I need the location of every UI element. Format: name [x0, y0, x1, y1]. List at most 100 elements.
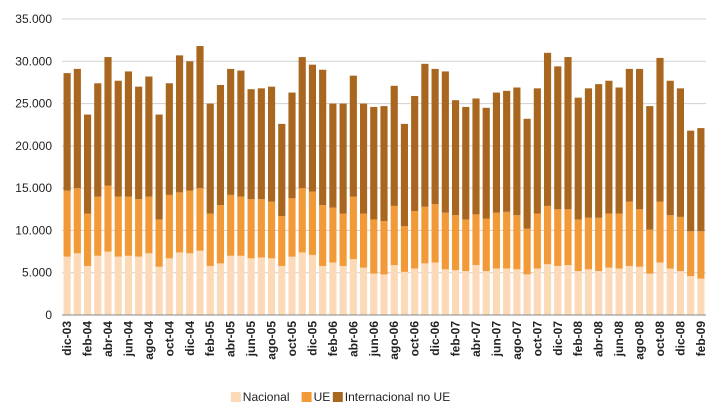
bar-segment [175, 55, 184, 193]
bar-segment [554, 209, 562, 266]
bar-segment [63, 256, 71, 315]
bar-segment [124, 71, 133, 197]
x-tick-label: feb-08 [571, 321, 585, 357]
bar-segment [584, 217, 593, 270]
bar-segment [247, 89, 255, 200]
bar-segment [451, 270, 460, 315]
bar-segment [155, 219, 163, 267]
bar-segment [666, 268, 674, 315]
bar-segment [114, 256, 122, 315]
bar-segment [523, 118, 531, 229]
legend-label: UE [314, 390, 331, 404]
y-tick-label: 10.000 [15, 223, 52, 237]
bar-segment [656, 262, 664, 315]
bar-segment [308, 191, 317, 255]
bar-segment [104, 251, 112, 315]
bar-segment [83, 213, 92, 266]
legend-swatch [230, 392, 241, 402]
bar-segment [257, 257, 265, 315]
bar-segment [380, 221, 388, 275]
bar-segment [278, 123, 286, 217]
x-tick-label: feb-05 [203, 321, 217, 357]
bar-segment [175, 192, 184, 253]
bar-segment [625, 265, 633, 315]
bar-segment [584, 88, 593, 218]
bar-segment [227, 68, 235, 195]
bar-segment [339, 265, 347, 315]
bar-segment [175, 252, 184, 315]
bar-segment [625, 68, 633, 202]
x-tick-label: abr-06 [346, 321, 360, 357]
bar-segment [676, 216, 685, 272]
x-tick-label: abr-08 [592, 321, 606, 357]
bar-segment [73, 253, 81, 315]
bar-segment [421, 63, 429, 207]
bar-segment [73, 188, 81, 254]
x-tick-label: dic-04 [183, 321, 197, 356]
x-tick-label: jun-06 [367, 321, 381, 358]
x-tick-label: oct-05 [285, 321, 299, 357]
bar-segment [646, 229, 654, 274]
bar-segment [462, 106, 470, 220]
bar-segment [411, 268, 419, 315]
x-tick-label: ago-06 [387, 321, 401, 360]
bar-segment [380, 106, 388, 222]
bar-segment [206, 265, 214, 315]
bar-segment [564, 57, 572, 210]
bar-segment [104, 57, 112, 186]
bar-segment [615, 213, 623, 269]
y-tick-label: 15.000 [15, 181, 52, 195]
bar-segment [595, 271, 603, 315]
bar-segment [267, 258, 276, 315]
x-tick-label: jun-07 [489, 321, 503, 358]
x-tick-label: ago-07 [510, 321, 524, 360]
bar-segment [492, 212, 501, 269]
bar-segment [451, 100, 460, 216]
bar-segment [441, 269, 449, 315]
y-tick-label: 0 [45, 308, 52, 322]
bar-segment [227, 255, 235, 315]
bar-segment [482, 218, 490, 272]
bar-segment [451, 215, 460, 271]
bar-segment [472, 265, 480, 315]
bar-segment [513, 215, 521, 270]
bar-segment [206, 213, 214, 266]
bar-segment [625, 201, 633, 266]
bar-segment [267, 86, 276, 202]
bar-segment [319, 205, 327, 266]
y-tick-label: 5.000 [22, 266, 52, 280]
bar-segment [349, 259, 357, 315]
x-tick-label: oct-08 [653, 321, 667, 357]
bar-segment [359, 103, 368, 214]
bar-segment [646, 106, 654, 230]
bar-segment [400, 271, 409, 315]
bar-segment [441, 212, 449, 270]
y-tick-label: 35.000 [15, 12, 52, 26]
bar-segment [227, 194, 235, 256]
bar-segment [319, 69, 327, 206]
bar-segment [615, 87, 623, 214]
x-tick-label: dic-08 [673, 321, 687, 356]
bar-segment [329, 103, 337, 208]
bar-segment [186, 190, 194, 254]
bar-segment [278, 265, 286, 315]
bar-segment [370, 273, 378, 315]
bar-segment [196, 188, 204, 251]
x-tick-label: dic-06 [428, 321, 442, 356]
x-tick-label: dic-05 [305, 321, 319, 356]
bar-segment [513, 269, 521, 315]
bar-segment [380, 274, 388, 315]
bar-segment [492, 268, 501, 315]
bar-segment [216, 263, 225, 315]
bar-segment [114, 196, 122, 257]
bar-segment [206, 103, 214, 214]
bar-segment [349, 196, 357, 260]
bar-segment [482, 107, 490, 219]
bar-segment [165, 83, 173, 195]
x-tick-label: abr-07 [469, 321, 483, 357]
bar-segment [605, 267, 613, 315]
bar-segment [492, 92, 501, 213]
bar-segment [319, 265, 327, 315]
bar-segment [155, 266, 163, 315]
